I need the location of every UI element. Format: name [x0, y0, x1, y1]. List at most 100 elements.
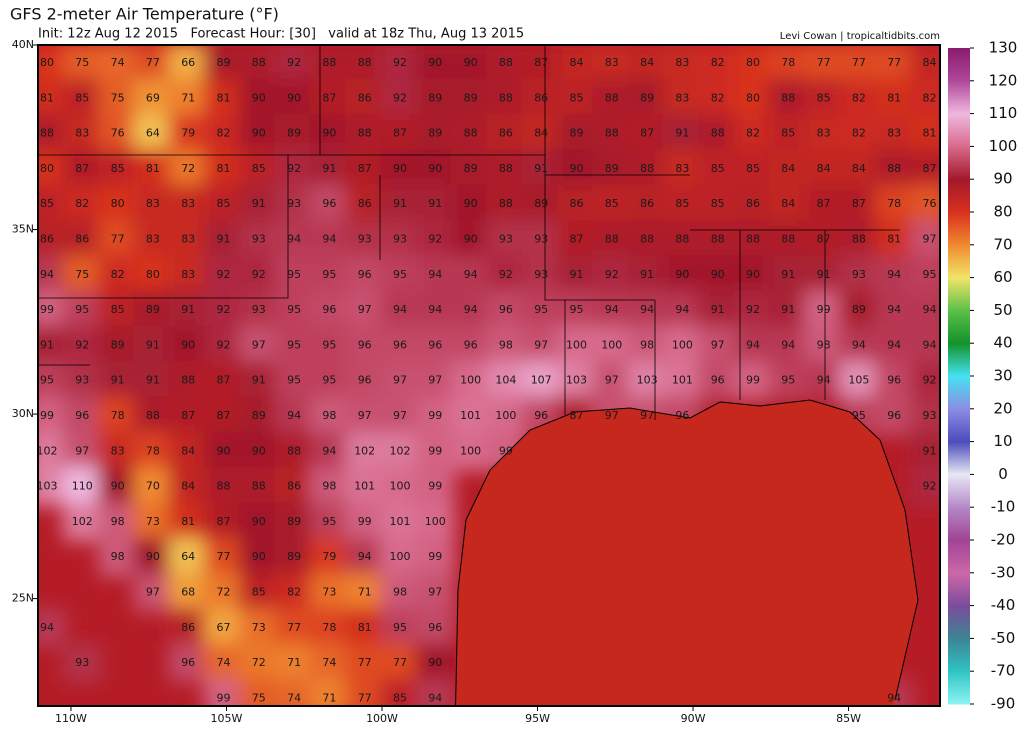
temperature-cell: [874, 45, 914, 83]
temperature-label: 85: [111, 162, 125, 175]
temperature-label: 97: [358, 409, 372, 422]
temperature-cell: [592, 78, 632, 118]
temperature-cell: [803, 184, 844, 224]
temperature-cell: [380, 537, 420, 577]
temperature-label: 94: [322, 233, 336, 246]
temperature-label: 77: [358, 691, 372, 704]
temperature-label: 88: [322, 56, 336, 69]
temperature-cell: [662, 184, 703, 224]
temperature-label: 87: [817, 197, 831, 210]
temperature-cell: [415, 78, 455, 118]
temperature-label: 84: [570, 56, 584, 69]
temperature-cell: [450, 396, 491, 436]
temperature-label: 99: [817, 303, 831, 316]
temperature-label: 83: [675, 56, 689, 69]
temperature-label: 87: [640, 127, 654, 140]
temperature-cell: [133, 466, 173, 507]
temperature-label: 87: [217, 515, 231, 528]
temperature-cell: [345, 290, 385, 330]
temperature-cell: [839, 255, 879, 295]
temperature-cell: [839, 184, 879, 224]
x-tick-label: 100W: [366, 712, 398, 725]
temperature-label: 96: [464, 338, 478, 351]
temperature-cell: [345, 396, 385, 436]
temperature-cell: [839, 113, 879, 154]
temperature-cell: [486, 219, 526, 260]
temperature-cell: [309, 466, 350, 507]
temperature-label: 85: [711, 197, 725, 210]
temperature-label: 82: [852, 127, 866, 140]
colorbar-label: 70: [993, 235, 1012, 253]
temperature-label: 69: [146, 91, 160, 104]
temperature-cell: [345, 572, 385, 613]
temperature-label: 77: [887, 56, 901, 69]
temperature-label: 87: [534, 56, 548, 69]
colorbar-label: -40: [991, 596, 1016, 614]
temperature-cell: [556, 149, 597, 189]
temperature-cell: [556, 219, 597, 260]
temperature-label: 90: [217, 444, 231, 457]
temperature-label: 88: [499, 162, 513, 175]
temperature-cell: [874, 113, 914, 154]
temperature-label: 99: [358, 515, 372, 528]
temperature-label: 91: [711, 303, 725, 316]
temperature-cell: [450, 325, 491, 366]
temperature-cell: [168, 396, 208, 436]
temperature-label: 92: [287, 56, 301, 69]
temperature-label: 95: [393, 268, 407, 281]
temperature-label: 86: [499, 127, 513, 140]
temperature-label: 82: [75, 197, 89, 210]
temperature-label: 77: [852, 56, 866, 69]
temperature-cell: [627, 255, 667, 295]
temperature-label: 82: [711, 56, 725, 69]
temperature-label: 79: [181, 127, 195, 140]
colorbar-label: -50: [991, 629, 1016, 647]
colorbar-label: -70: [991, 662, 1016, 680]
temperature-label: 98: [322, 409, 336, 422]
temperature-cell: [415, 678, 455, 706]
temperature-label: 88: [640, 162, 654, 175]
temperature-cell: [556, 113, 597, 154]
temperature-label: 87: [217, 409, 231, 422]
temperature-label: 99: [217, 691, 231, 704]
temperature-cell: [62, 431, 102, 471]
temperature-label: 78: [781, 56, 795, 69]
temperature-cell: [38, 149, 67, 189]
temperature-cell: [62, 643, 102, 683]
temperature-cell: [97, 396, 138, 436]
x-tick-label: 105W: [211, 712, 243, 725]
temperature-cell: [38, 608, 67, 648]
temperature-label: 90: [428, 162, 442, 175]
temperature-label: 83: [181, 268, 195, 281]
temperature-label: 87: [393, 127, 407, 140]
temperature-label: 78: [111, 409, 125, 422]
temperature-cell: [274, 149, 314, 189]
temperature-cell: [239, 678, 279, 706]
temperature-label: 97: [393, 374, 407, 387]
temperature-label: 85: [570, 91, 584, 104]
temperature-labels: 80 75 74 77 66 89 88 92 88 88 92 90 90 88 87 84 83 84 83 82…: [38, 56, 937, 704]
temperature-cell: [168, 643, 208, 683]
temperature-label: 76: [111, 127, 125, 140]
temperature-cell: [450, 219, 491, 260]
colorbar-label: -90: [991, 695, 1016, 713]
temperature-label: 94: [428, 303, 442, 316]
temperature-cell: [97, 149, 138, 189]
temperature-cell: [345, 537, 385, 577]
temperature-cell: [592, 361, 632, 401]
temperature-cell: [380, 325, 420, 366]
temperature-label: 93: [923, 409, 937, 422]
temperature-cell: [345, 325, 385, 366]
temperature-label: 96: [887, 409, 901, 422]
temperature-cell: [203, 466, 244, 507]
temperature-label: 90: [252, 444, 266, 457]
temperature-cell: [380, 572, 420, 613]
temperature-label: 87: [923, 162, 937, 175]
temperature-label: 100: [425, 515, 446, 528]
temperature-label: 95: [923, 268, 937, 281]
temperature-label: 85: [817, 91, 831, 104]
temperature-label: 93: [534, 233, 548, 246]
temperature-cell: [415, 184, 455, 224]
temperature-label: 77: [217, 550, 231, 563]
